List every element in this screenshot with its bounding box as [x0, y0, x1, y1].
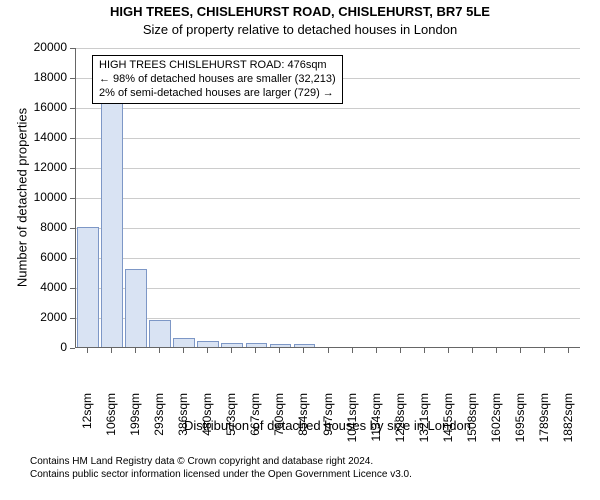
xtick-mark: [496, 348, 497, 353]
ytick-mark: [70, 78, 75, 79]
ytick-label: 4000: [0, 280, 67, 294]
xtick-mark: [231, 348, 232, 353]
xtick-mark: [135, 348, 136, 353]
xtick-label: 1695sqm: [513, 393, 527, 453]
ytick-label: 16000: [0, 100, 67, 114]
xtick-mark: [400, 348, 401, 353]
xtick-label: 667sqm: [248, 393, 262, 453]
annotation-box: HIGH TREES CHISLEHURST ROAD: 476sqm ← 98…: [92, 55, 343, 104]
ytick-mark: [70, 168, 75, 169]
xtick-label: 386sqm: [176, 393, 190, 453]
footer-line1: Contains HM Land Registry data © Crown c…: [30, 456, 590, 469]
xtick-label: 199sqm: [128, 393, 142, 453]
xtick-label: 1041sqm: [345, 393, 359, 453]
xtick-mark: [303, 348, 304, 353]
bar: [294, 344, 316, 347]
ytick-label: 8000: [0, 220, 67, 234]
annotation-line2: ← 98% of detached houses are smaller (32…: [99, 73, 336, 87]
xtick-mark: [544, 348, 545, 353]
xtick-label: 1321sqm: [417, 393, 431, 453]
xtick-label: 573sqm: [224, 393, 238, 453]
xtick-label: 947sqm: [321, 393, 335, 453]
bar: [173, 338, 195, 347]
xtick-label: 1134sqm: [369, 393, 383, 453]
chart-title: HIGH TREES, CHISLEHURST ROAD, CHISLEHURS…: [0, 4, 600, 20]
chart-subtitle: Size of property relative to detached ho…: [0, 22, 600, 38]
xtick-label: 1882sqm: [561, 393, 575, 453]
xtick-mark: [472, 348, 473, 353]
ytick-mark: [70, 258, 75, 259]
ytick-mark: [70, 198, 75, 199]
bar: [101, 100, 123, 348]
ytick-mark: [70, 108, 75, 109]
xtick-mark: [183, 348, 184, 353]
xtick-mark: [255, 348, 256, 353]
annotation-line3: 2% of semi-detached houses are larger (7…: [99, 87, 336, 101]
ytick-label: 14000: [0, 130, 67, 144]
xtick-label: 293sqm: [152, 393, 166, 453]
ytick-label: 12000: [0, 160, 67, 174]
xtick-label: 1789sqm: [537, 393, 551, 453]
ytick-label: 10000: [0, 190, 67, 204]
xtick-label: 12sqm: [80, 393, 94, 453]
ytick-label: 6000: [0, 250, 67, 264]
ytick-mark: [70, 318, 75, 319]
xtick-mark: [111, 348, 112, 353]
xtick-label: 1228sqm: [393, 393, 407, 453]
xtick-mark: [159, 348, 160, 353]
xtick-mark: [520, 348, 521, 353]
xtick-mark: [279, 348, 280, 353]
xtick-mark: [87, 348, 88, 353]
bar: [246, 343, 268, 347]
xtick-mark: [207, 348, 208, 353]
ytick-mark: [70, 48, 75, 49]
ytick-mark: [70, 138, 75, 139]
ytick-label: 2000: [0, 310, 67, 324]
xtick-label: 480sqm: [200, 393, 214, 453]
bar: [197, 341, 219, 347]
xtick-label: 854sqm: [296, 393, 310, 453]
xtick-label: 106sqm: [104, 393, 118, 453]
ytick-label: 20000: [0, 40, 67, 54]
xtick-mark: [448, 348, 449, 353]
xtick-mark: [328, 348, 329, 353]
bar: [149, 320, 171, 347]
ytick-mark: [70, 348, 75, 349]
ytick-label: 0: [0, 340, 67, 354]
xtick-mark: [568, 348, 569, 353]
xtick-label: 760sqm: [272, 393, 286, 453]
xtick-mark: [352, 348, 353, 353]
xtick-label: 1415sqm: [441, 393, 455, 453]
annotation-line1: HIGH TREES CHISLEHURST ROAD: 476sqm: [99, 59, 336, 73]
bar: [221, 343, 243, 348]
ytick-mark: [70, 228, 75, 229]
bar: [125, 269, 147, 347]
xtick-label: 1508sqm: [465, 393, 479, 453]
bar: [77, 227, 99, 347]
xtick-mark: [376, 348, 377, 353]
xtick-label: 1602sqm: [489, 393, 503, 453]
ytick-label: 18000: [0, 70, 67, 84]
bar: [270, 344, 292, 347]
xtick-mark: [424, 348, 425, 353]
ytick-mark: [70, 288, 75, 289]
footer-text: Contains HM Land Registry data © Crown c…: [30, 456, 590, 481]
footer-line2: Contains public sector information licen…: [30, 469, 590, 482]
chart-container: HIGH TREES, CHISLEHURST ROAD, CHISLEHURS…: [0, 0, 600, 500]
